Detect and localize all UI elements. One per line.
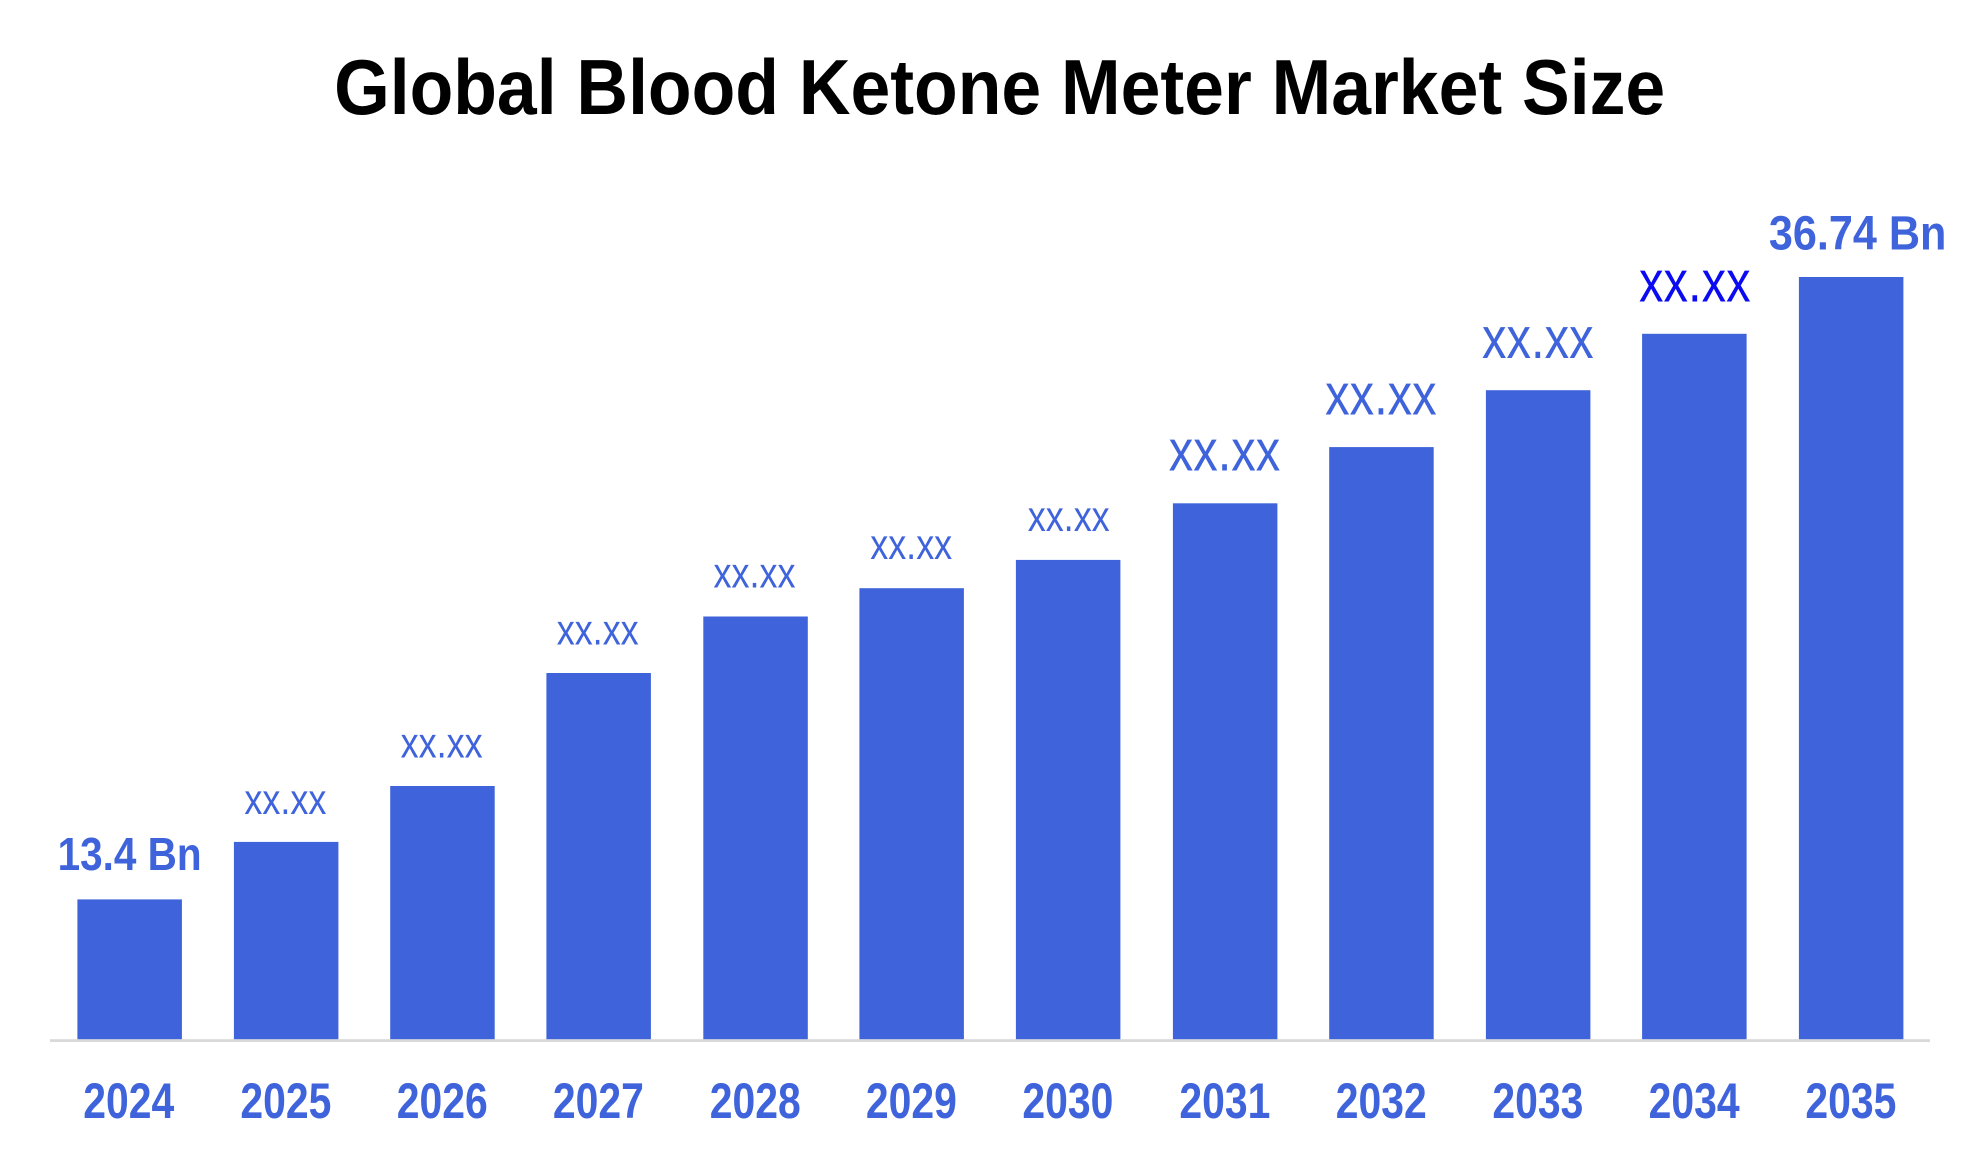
svg-text:2024: 2024 (83, 1073, 174, 1129)
svg-text:36.74 Bn: 36.74 Bn (1769, 206, 1947, 260)
svg-text:2029: 2029 (866, 1073, 957, 1129)
svg-text:xx.xx: xx.xx (401, 720, 483, 767)
svg-text:xx.xx: xx.xx (870, 522, 952, 569)
svg-text:xx.xx: xx.xx (1325, 362, 1437, 427)
svg-text:xx.xx: xx.xx (1639, 249, 1751, 314)
svg-text:2031: 2031 (1179, 1073, 1270, 1129)
svg-text:xx.xx: xx.xx (557, 607, 639, 654)
svg-text:2033: 2033 (1492, 1073, 1583, 1129)
svg-text:2028: 2028 (710, 1073, 801, 1129)
svg-text:2034: 2034 (1649, 1073, 1740, 1129)
svg-text:xx.xx: xx.xx (1482, 306, 1594, 371)
svg-text:13.4 Bn: 13.4 Bn (58, 828, 202, 880)
svg-text:xx.xx: xx.xx (1028, 494, 1110, 541)
svg-text:2027: 2027 (553, 1073, 644, 1129)
svg-text:2030: 2030 (1022, 1073, 1113, 1129)
svg-text:2035: 2035 (1805, 1073, 1896, 1129)
svg-text:2032: 2032 (1336, 1073, 1427, 1129)
svg-text:2025: 2025 (240, 1073, 331, 1129)
svg-text:2026: 2026 (397, 1073, 488, 1129)
svg-text:xx.xx: xx.xx (244, 777, 326, 824)
svg-text:xx.xx: xx.xx (1169, 419, 1281, 484)
svg-text:Global Blood Ketone Meter Mark: Global Blood Ketone Meter Market Size (334, 45, 1665, 131)
svg-text:xx.xx: xx.xx (714, 550, 796, 597)
